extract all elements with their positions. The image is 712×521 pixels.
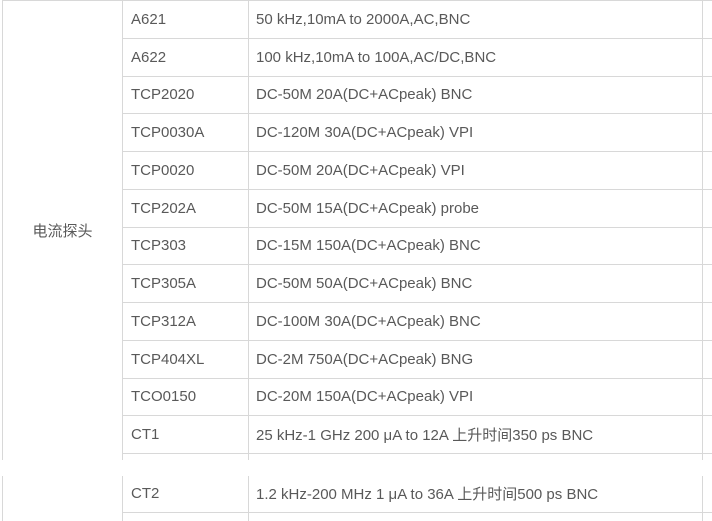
spec-cell: DC-120M 30A(DC+ACpeak) VPI: [249, 114, 703, 152]
spec-table: 电流探头 A621 50 kHz,10mA to 2000A,AC,BNC A6…: [2, 0, 712, 460]
spec-cell: DC-2M 750A(DC+ACpeak) BNG: [249, 340, 703, 379]
spec-cell: DC-50M 15A(DC+ACpeak) probe: [249, 189, 703, 228]
spec-table-continued: CT2 1.2 kHz-200 MHz 1 μA to 36A 上升时间500 …: [2, 476, 712, 521]
clipped-row-model-cell: [123, 454, 249, 460]
model-cell: TCP404XL: [123, 340, 249, 379]
model-cell: A622: [123, 38, 249, 77]
table-edge-sliver: [703, 379, 712, 417]
spec-cell: 1.2 kHz-200 MHz 1 μA to 36A 上升时间500 ps B…: [249, 476, 703, 513]
spec-cell: DC-50M 20A(DC+ACpeak) BNC: [249, 76, 703, 115]
table-edge-sliver: [703, 454, 712, 460]
spec-cell: 50 kHz,10mA to 2000A,AC,BNC: [249, 1, 703, 39]
spec-cell: 100 kHz,10mA to 100A,AC/DC,BNC: [249, 38, 703, 77]
table-edge-sliver: [703, 1, 712, 39]
model-cell: TCP303: [123, 227, 249, 266]
model-cell: TCP2020: [123, 76, 249, 115]
model-cell: A621: [123, 1, 249, 39]
table-edge-sliver: [703, 39, 712, 77]
model-cell: CT2: [123, 476, 249, 513]
model-cell: TCP0030A: [123, 114, 249, 152]
table-edge-sliver: [703, 513, 712, 521]
table-edge-sliver: [703, 303, 712, 341]
table-edge-sliver: [703, 114, 712, 152]
table-edge-sliver: [703, 152, 712, 190]
spec-cell: DC-20M 150A(DC+ACpeak) VPI: [249, 378, 703, 417]
model-cell: TCP0020: [123, 152, 249, 190]
spec-cell: DC-50M 50A(DC+ACpeak) BNC: [249, 265, 703, 303]
table-edge-sliver: [703, 416, 712, 454]
model-cell: TCO0150: [123, 378, 249, 417]
spec-cell: DC-15M 150A(DC+ACpeak) BNC: [249, 227, 703, 266]
table-edge-sliver: [703, 228, 712, 266]
model-cell: TCP312A: [123, 303, 249, 341]
category-cell: 电流探头: [2, 1, 123, 460]
clipped-row-spec-cell: [249, 454, 703, 460]
category-cell-continued: [2, 476, 123, 521]
table-edge-sliver: [703, 476, 712, 513]
table-edge-sliver: [703, 77, 712, 115]
table-edge-sliver: [703, 265, 712, 303]
model-cell: TCP305A: [123, 265, 249, 303]
model-cell: TCP202A: [123, 189, 249, 228]
table-edge-sliver: [703, 341, 712, 379]
spec-cell: DC-100M 30A(DC+ACpeak) BNC: [249, 303, 703, 341]
spec-cell: 25 kHz-1 GHz 200 μA to 12A 上升时间350 ps BN…: [249, 416, 703, 454]
clipped-row-model-cell: [123, 512, 249, 521]
spec-cell: DC-50M 20A(DC+ACpeak) VPI: [249, 152, 703, 190]
clipped-row-spec-cell: [249, 512, 703, 521]
table-edge-sliver: [703, 190, 712, 228]
model-cell: CT1: [123, 416, 249, 454]
